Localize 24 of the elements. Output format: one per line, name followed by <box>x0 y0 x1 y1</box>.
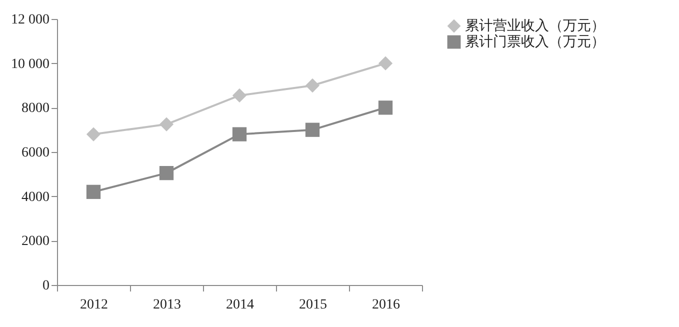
y-tick-label: 2000 <box>22 234 50 250</box>
point <box>232 127 247 142</box>
point <box>86 127 101 142</box>
point <box>305 122 320 137</box>
x-tick-label: 2016 <box>372 298 400 312</box>
legend-label: 累计营业收入（万元） <box>465 18 605 34</box>
x-tick-label: 2014 <box>226 298 254 312</box>
point <box>159 166 174 180</box>
point <box>378 100 393 115</box>
y-tick-label: 6000 <box>22 146 50 160</box>
y-tick-label: 10 000 <box>11 56 50 72</box>
legend-label: 累计门票收入（万元） <box>465 34 605 50</box>
point <box>378 56 393 70</box>
x-tick-label: 2015 <box>299 298 327 312</box>
point <box>305 78 320 93</box>
point <box>159 117 174 132</box>
y-tick-label: 12 000 <box>11 12 50 28</box>
y-tick-label: 4000 <box>22 190 50 205</box>
x-tick-label: 2012 <box>80 298 108 312</box>
y-tick-label: 0 <box>42 278 50 294</box>
x-tick-label: 2013 <box>153 298 181 312</box>
y-tick-label: 8000 <box>22 101 50 116</box>
point <box>86 184 101 199</box>
point <box>232 88 247 103</box>
